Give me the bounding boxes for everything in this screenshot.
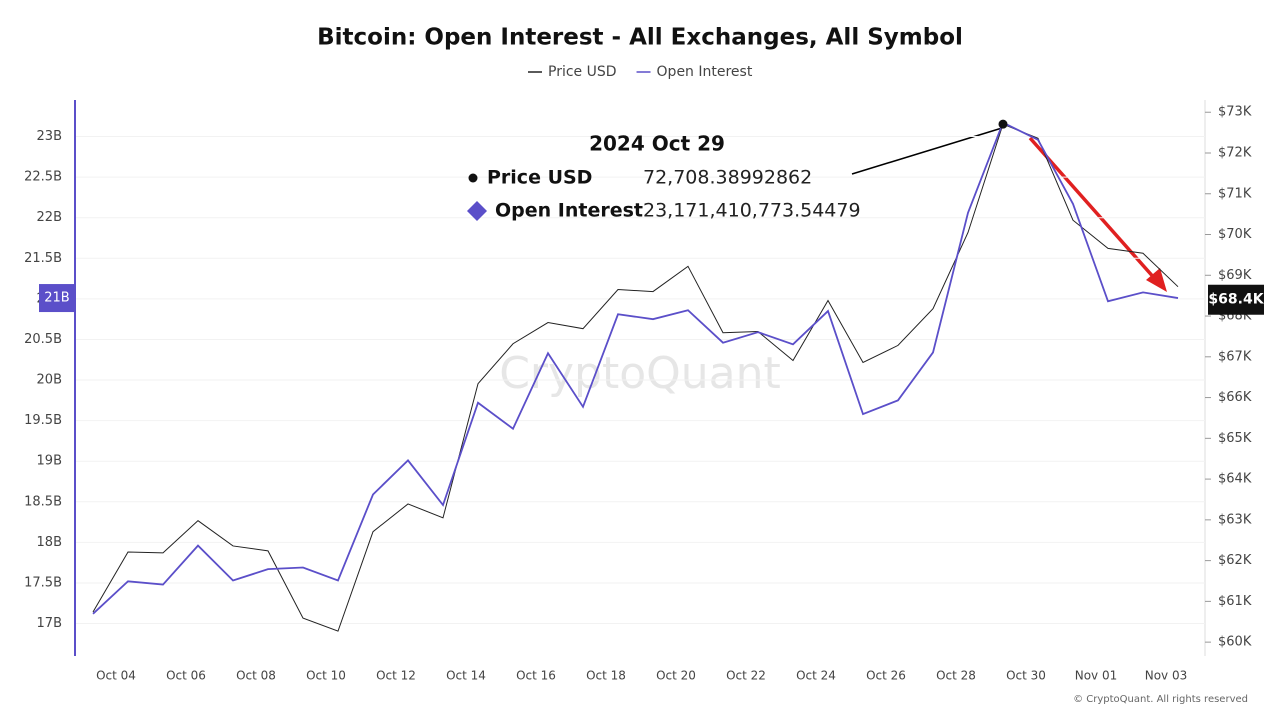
legend-label: Price USD bbox=[548, 64, 617, 80]
x-tick-label: Oct 10 bbox=[306, 669, 346, 683]
y2-tick-label: $71K bbox=[1218, 186, 1252, 201]
y-tick-label: 23B bbox=[37, 129, 62, 144]
y-tick-label: 22.5B bbox=[24, 170, 62, 185]
series-line bbox=[92, 121, 1179, 615]
y2-tick-label: $65K bbox=[1218, 431, 1252, 446]
y2-tick-label: $64K bbox=[1218, 472, 1252, 487]
x-tick-label: Oct 04 bbox=[96, 669, 136, 683]
y-tick-label: 21.5B bbox=[24, 251, 62, 266]
tooltip-name: Open Interest bbox=[495, 200, 643, 222]
x-tick-label: Nov 03 bbox=[1145, 669, 1188, 683]
watermark: CryptoQuant bbox=[499, 348, 781, 399]
y-tick-label: 17B bbox=[37, 616, 62, 631]
x-tick-label: Oct 14 bbox=[446, 669, 486, 683]
y2-tick-label: $73K bbox=[1218, 105, 1252, 120]
x-tick-label: Nov 01 bbox=[1075, 669, 1118, 683]
chart-title: Bitcoin: Open Interest - All Exchanges, … bbox=[317, 25, 963, 51]
x-tick-label: Oct 20 bbox=[656, 669, 696, 683]
tooltip-date: 2024 Oct 29 bbox=[589, 132, 725, 156]
series-line bbox=[92, 123, 1179, 632]
y-tick-label: 20.5B bbox=[24, 332, 62, 347]
y2-tick-label: $61K bbox=[1218, 594, 1252, 609]
red-arrow bbox=[1028, 136, 1167, 292]
tooltip-value: 72,708.38992862 bbox=[643, 167, 812, 189]
current-tag bbox=[39, 284, 75, 313]
y2-tick-label: $67K bbox=[1218, 349, 1252, 364]
y-tick-label: 19B bbox=[37, 454, 62, 469]
y2-tick-label: $70K bbox=[1218, 227, 1252, 242]
tooltip-icon bbox=[468, 173, 478, 183]
x-tick-label: Oct 18 bbox=[586, 669, 626, 683]
y-tick-label: 18B bbox=[37, 535, 62, 550]
tooltip-value: 23,171,410,773.54479 bbox=[643, 200, 861, 222]
y2-tick-label: $66K bbox=[1218, 390, 1252, 405]
x-tick-label: Oct 22 bbox=[726, 669, 766, 683]
current-tag-label: 21B bbox=[44, 291, 69, 306]
y-tick-label: 19.5B bbox=[24, 413, 62, 428]
hover-point bbox=[998, 119, 1008, 129]
current-tag-label: $68.4K bbox=[1208, 292, 1264, 308]
x-tick-label: Oct 24 bbox=[796, 669, 836, 683]
x-tick-label: Oct 16 bbox=[516, 669, 556, 683]
y2-tick-label: $72K bbox=[1218, 145, 1252, 160]
y-tick-label: 18.5B bbox=[24, 494, 62, 509]
y-tick-label: 20B bbox=[37, 373, 62, 388]
tooltip-icon bbox=[467, 201, 487, 221]
current-tag bbox=[1208, 284, 1264, 315]
x-tick-label: Oct 06 bbox=[166, 669, 206, 683]
legend-label: Open Interest bbox=[657, 64, 753, 80]
x-tick-label: Oct 28 bbox=[936, 669, 976, 683]
y2-tick-label: $62K bbox=[1218, 553, 1252, 568]
y-tick-label: 17.5B bbox=[24, 575, 62, 590]
copyright: © CryptoQuant. All rights reserved bbox=[1073, 694, 1248, 705]
y2-tick-label: $69K bbox=[1218, 268, 1252, 283]
x-tick-label: Oct 08 bbox=[236, 669, 276, 683]
x-tick-label: Oct 30 bbox=[1006, 669, 1046, 683]
tooltip-name: Price USD bbox=[487, 167, 592, 189]
y2-tick-label: $60K bbox=[1218, 635, 1252, 650]
y2-tick-label: $63K bbox=[1218, 512, 1252, 527]
x-tick-label: Oct 26 bbox=[866, 669, 906, 683]
x-tick-label: Oct 12 bbox=[376, 669, 416, 683]
tooltip-pointer bbox=[851, 127, 1003, 175]
y-tick-label: 22B bbox=[37, 210, 62, 225]
